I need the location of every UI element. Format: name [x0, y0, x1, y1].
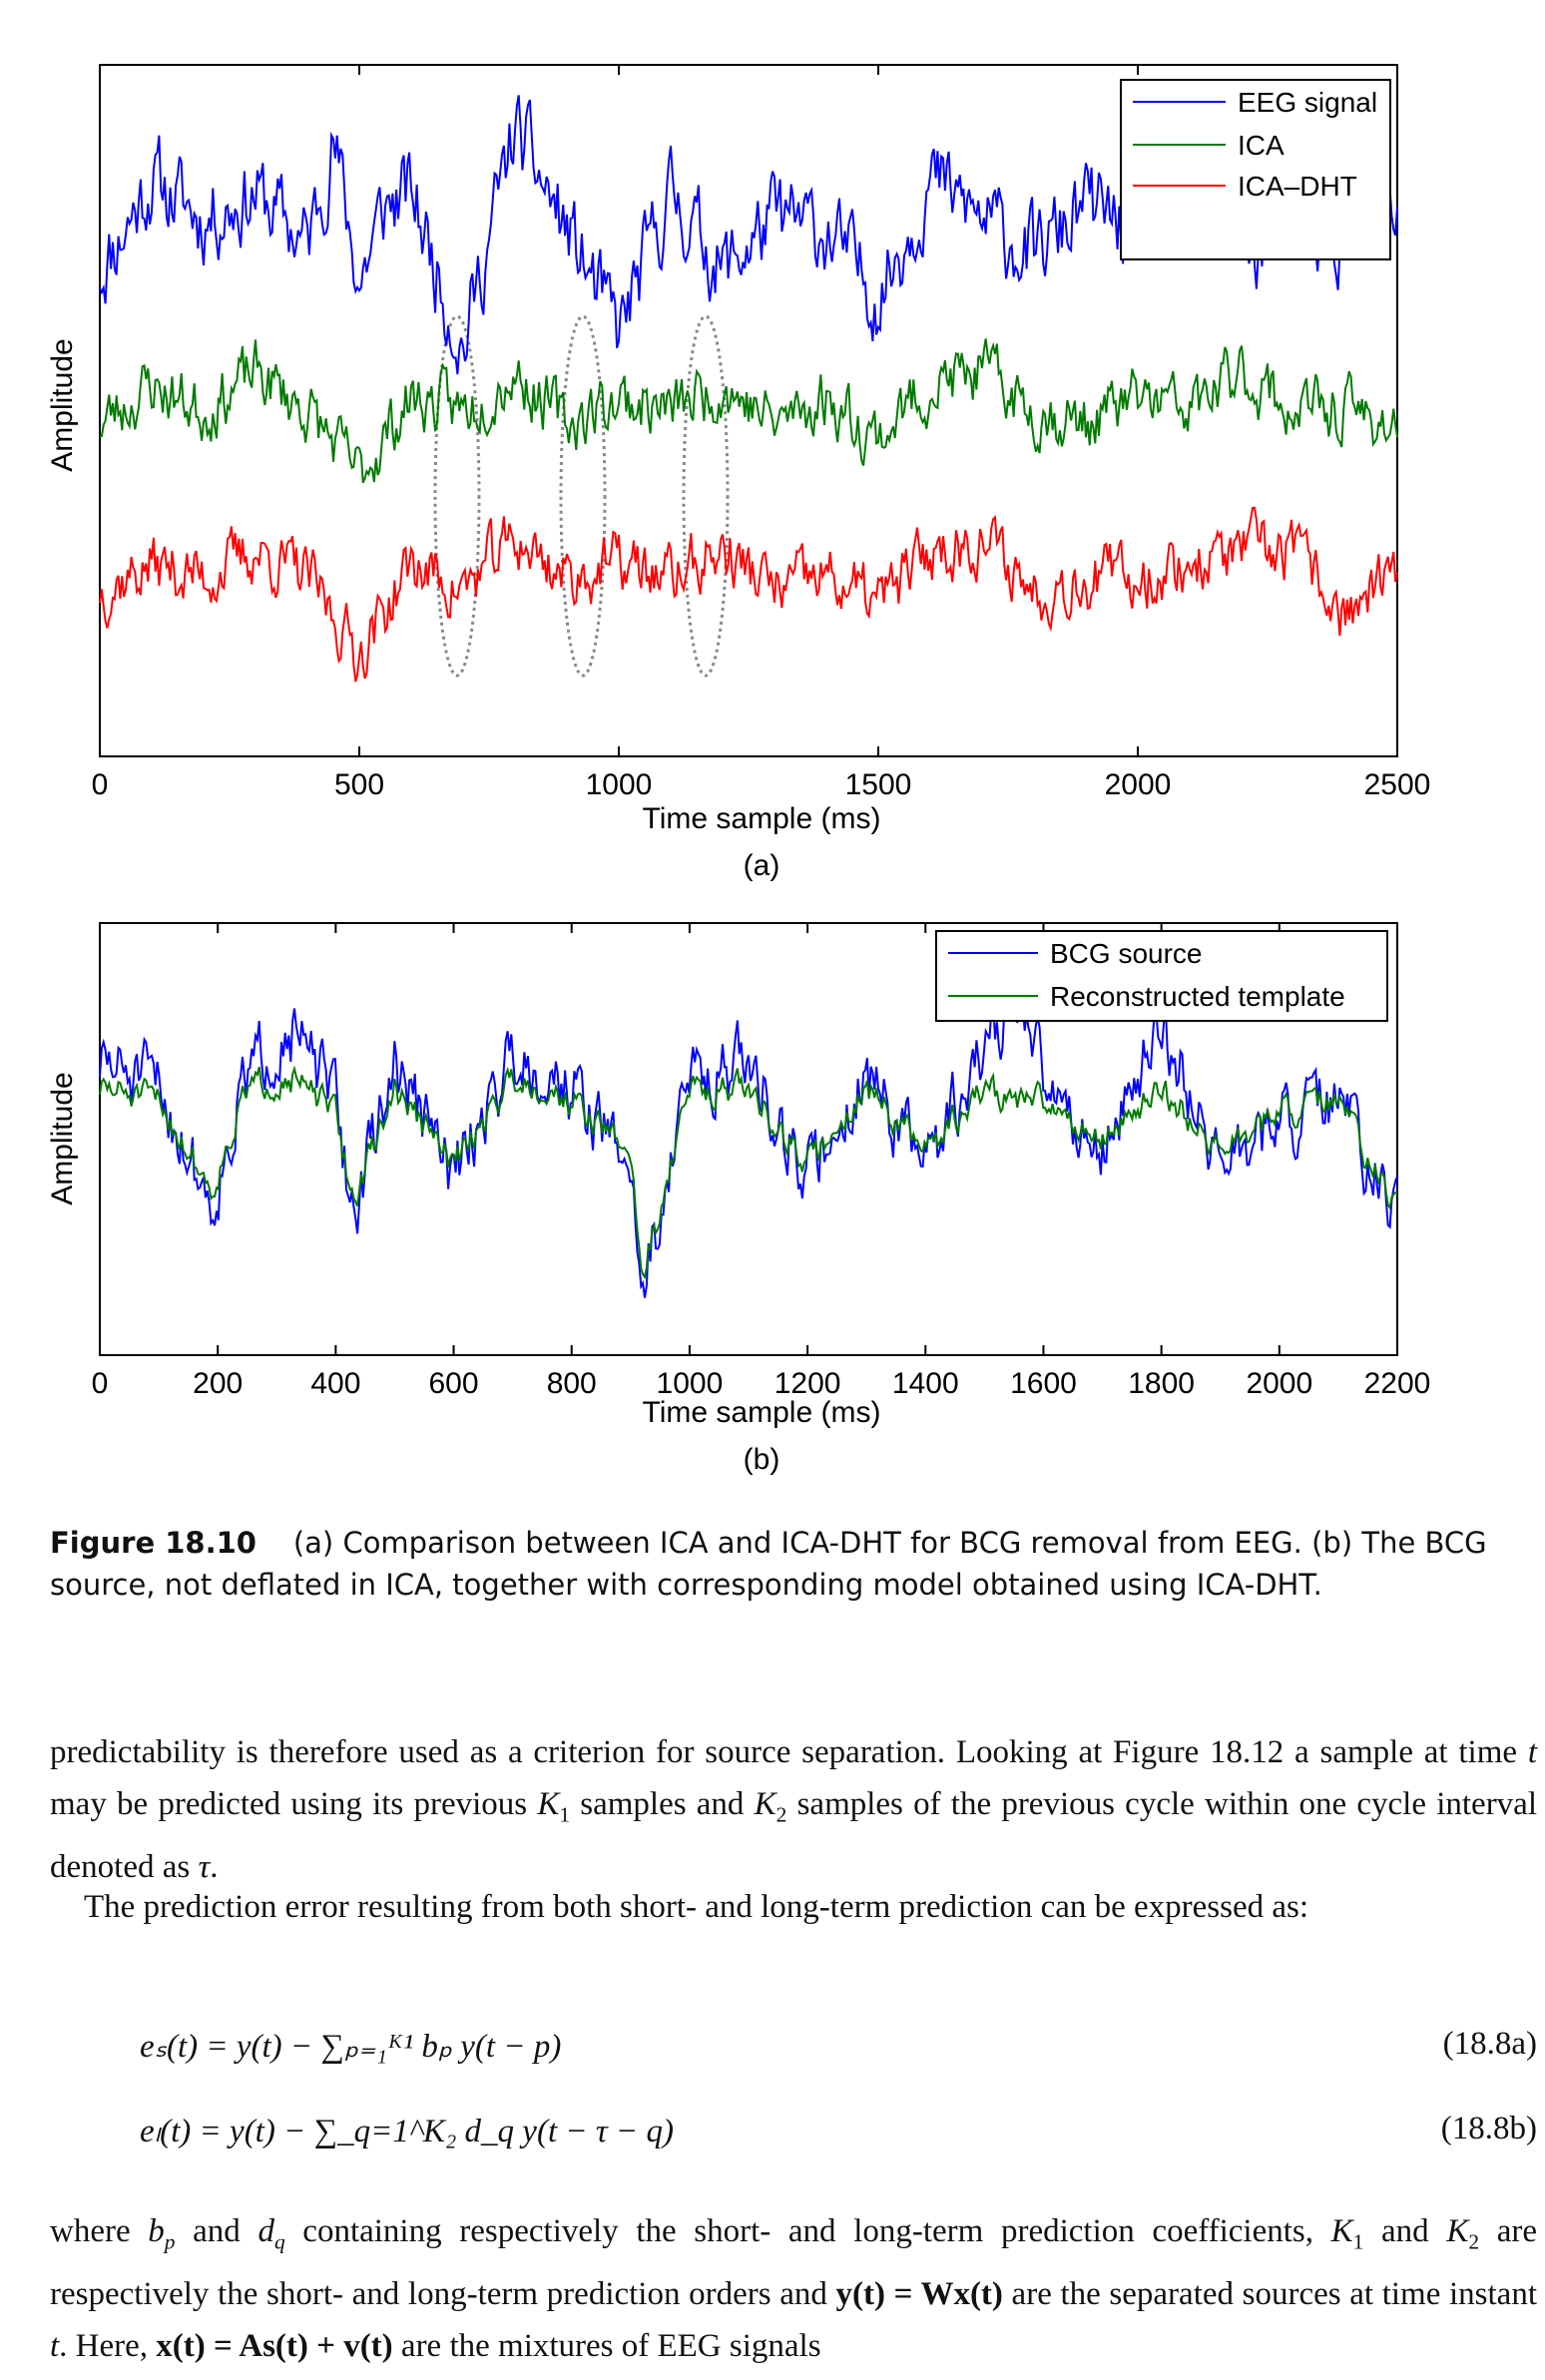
var-k1: K	[537, 1786, 560, 1822]
series-line-ica	[99, 338, 1398, 484]
x-tick-label: 2500	[1364, 768, 1431, 801]
legend-label-eeg: EEG signal	[1238, 87, 1377, 118]
text-run: samples and	[570, 1786, 755, 1822]
y-axis-label-a: Amplitude	[46, 338, 79, 471]
text-run: where	[50, 2213, 149, 2249]
plot-frame-a	[99, 64, 1398, 757]
text-run: predictability is therefore used as a cr…	[50, 1734, 1528, 1770]
x-tick-label: 1000	[657, 1367, 724, 1400]
x-tick-label: 600	[429, 1367, 479, 1400]
subscript: q	[273, 2229, 285, 2254]
subscript: 1	[1352, 2229, 1364, 2254]
legend-label-template: Reconstructed template	[1050, 981, 1345, 1012]
x-tick-label: 500	[334, 768, 384, 801]
var-dq: d	[258, 2213, 274, 2249]
x-axis-label-b: Time sample (ms)	[643, 1396, 881, 1429]
x-tick-label: 0	[92, 1367, 109, 1400]
legend-box-b	[935, 930, 1388, 1022]
x-tick-label: 0	[92, 768, 109, 801]
plot-frame-b	[99, 922, 1398, 1356]
highlight-oval	[682, 314, 730, 678]
x-tick-label: 2000	[1105, 768, 1172, 801]
text-run: . Here,	[59, 2327, 157, 2364]
text-run: are respectively the short- and long-ter…	[50, 2213, 1537, 2312]
x-tick-label: 1500	[845, 768, 912, 801]
tick-group-b: 0 200 400 600 800 1000 1200 1400 1600 1800 2000 220…	[92, 923, 1431, 1400]
var-k2: K	[1446, 2213, 1469, 2249]
highlight-ovals	[433, 314, 730, 678]
x-tick-label: 1600	[1010, 1367, 1077, 1400]
chart-a: 0 500 1000 1500 2000 2500 EEG signal ICA ICA–…	[46, 64, 1431, 882]
y-axis-label-b: Amplitude	[46, 1072, 79, 1204]
x-tick-label: 200	[193, 1367, 243, 1400]
series-line-reconstructed-template	[99, 1065, 1398, 1280]
x-tick-label: 2200	[1364, 1367, 1431, 1400]
x-tick-label: 800	[547, 1367, 597, 1400]
text-run: are the mixtures of EEG signals	[392, 2327, 821, 2364]
x-tick-label: 400	[310, 1367, 360, 1400]
equation-number: (18.8b)	[1440, 2111, 1537, 2146]
legend-box-a	[1120, 79, 1391, 260]
text-run: and	[1363, 2213, 1447, 2249]
series-line-ica-dht	[99, 506, 1398, 683]
subscript: 2	[1468, 2229, 1480, 2254]
text-run: containing respectively the short- and l…	[284, 2213, 1331, 2249]
equation-18-8a: eₛ(t) = y(t) − ∑ₚ₌₁ᴷ¹ bₚ y(t − p) (18.8a…	[140, 2026, 1537, 2078]
x-axis-label-a: Time sample (ms)	[643, 802, 881, 835]
highlight-oval	[433, 314, 481, 678]
var-t: t	[50, 2327, 60, 2364]
paragraph-3: where bp and dq containing respectively …	[50, 2205, 1537, 2372]
var-tau: τ	[198, 1848, 211, 1885]
text-run: samples of the previous cycle within one…	[50, 1786, 1537, 1885]
x-tick-label: 2000	[1246, 1367, 1312, 1400]
legend-label-icadht: ICA–DHT	[1238, 171, 1357, 202]
math-inline: x(t) = As(t) + v(t)	[156, 2327, 393, 2364]
subscript: p	[164, 2229, 176, 2254]
subscript: 2	[775, 1802, 787, 1827]
x-tick-label: 1400	[892, 1367, 959, 1400]
series-group-b	[99, 985, 1398, 1298]
equation-18-8b: eₗ(t) = y(t) − ∑_q=1^K₂ d_q y(t − τ − q)…	[140, 2111, 1537, 2162]
caption-label: Figure 18.10	[50, 1526, 257, 1560]
chart-b: 0 200 400 600 800 1000 1200 1400 1600 1800 2000 220…	[46, 922, 1431, 1476]
equation-expression: eₗ(t) = y(t) − ∑_q=1^K₂ d_q y(t − τ − q)	[140, 2114, 674, 2149]
var-t: t	[1527, 1734, 1537, 1770]
panel-label-b: (b)	[744, 1443, 780, 1476]
x-tick-label: 1800	[1128, 1367, 1195, 1400]
tick-group-a: 0 500 1000 1500 2000 2500	[92, 65, 1431, 801]
var-k1: K	[1330, 2213, 1353, 2249]
paragraph-1: predictability is therefore used as a cr…	[50, 1726, 1537, 1893]
subscript: 1	[559, 1802, 571, 1827]
equation-expression: eₛ(t) = y(t) − ∑ₚ₌₁ᴷ¹ bₚ y(t − p)	[140, 2029, 562, 2065]
var-k2: K	[754, 1786, 776, 1822]
legend-b: BCG source Reconstructed template	[935, 930, 1388, 1022]
series-line-bcg-source	[99, 985, 1398, 1298]
legend-a: EEG signal ICA ICA–DHT	[1120, 79, 1391, 260]
text-run: may be predicted using its previous	[50, 1786, 538, 1822]
caption-text: (a) Comparison between ICA and ICA-DHT f…	[50, 1526, 1487, 1602]
paragraph-2: The prediction error resulting from both…	[84, 1889, 1309, 1925]
legend-label-bcg: BCG source	[1050, 938, 1203, 969]
text-run: and	[175, 2213, 258, 2249]
panel-label-a: (a)	[744, 849, 780, 882]
x-tick-label: 1000	[586, 768, 653, 801]
legend-label-ica: ICA	[1238, 130, 1285, 161]
figure-caption: Figure 18.10 (a) Comparison between ICA …	[50, 1522, 1507, 1606]
text-run: .	[210, 1848, 219, 1885]
math-inline: y(t) = Wx(t)	[835, 2275, 1003, 2312]
var-bp: b	[148, 2213, 165, 2249]
highlight-oval	[559, 314, 607, 678]
equation-number: (18.8a)	[1442, 2026, 1537, 2062]
text-run: are the separated sources at time instan…	[1002, 2275, 1537, 2312]
x-tick-label: 1200	[774, 1367, 841, 1400]
